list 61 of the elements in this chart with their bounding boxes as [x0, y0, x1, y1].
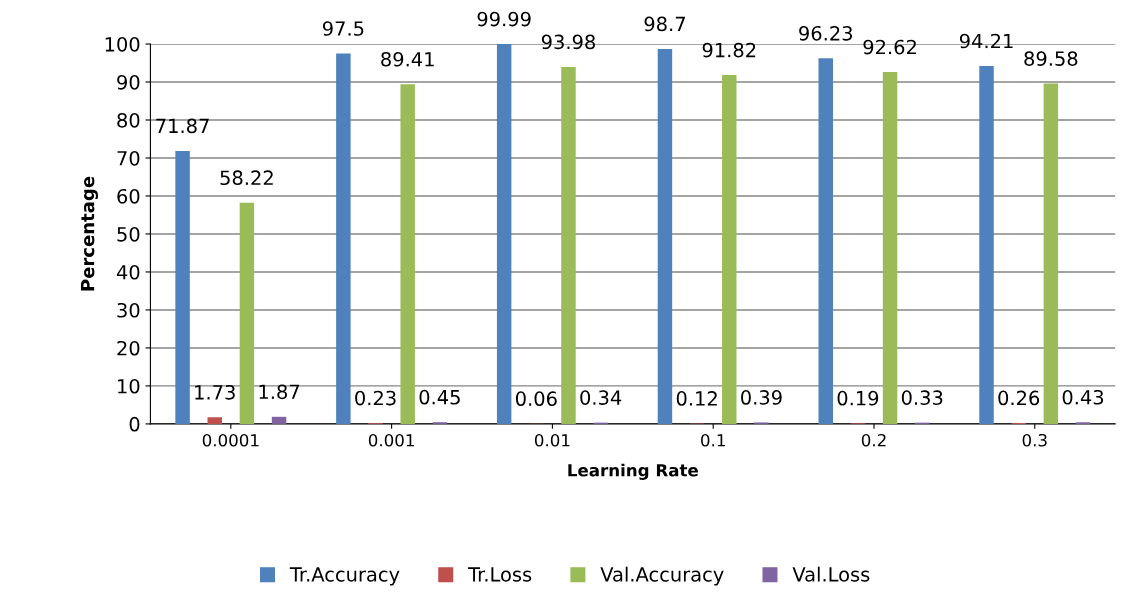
data-label: 91.82 [702, 42, 756, 58]
data-label: 0.19 [837, 390, 879, 406]
data-label: 0.45 [419, 389, 460, 405]
data-label: 0.26 [998, 390, 1040, 406]
x-axis-title: Learning Rate [568, 463, 698, 480]
data-label: 92.62 [863, 39, 916, 55]
data-label: 0.39 [741, 390, 782, 405]
y-tick-label: 0 [129, 416, 140, 432]
data-label: 58.22 [220, 170, 273, 186]
bar [818, 58, 833, 424]
data-label: 99.99 [477, 11, 531, 27]
bar [400, 84, 415, 424]
bar [207, 417, 222, 424]
data-label: 1.87 [259, 384, 300, 400]
data-label: 89.41 [381, 51, 434, 67]
bar [336, 53, 351, 424]
legend-label: Val.Accuracy [600, 566, 724, 586]
data-label: 94.21 [959, 33, 1013, 49]
y-tick-label: 70 [117, 150, 140, 166]
y-tick-label: 50 [117, 226, 140, 242]
y-tick-label: 20 [117, 340, 140, 356]
bar [496, 44, 512, 424]
data-label: 1.73 [195, 384, 235, 400]
legend-label: Val.Loss [792, 566, 870, 582]
bar [722, 75, 737, 424]
data-label: 0.23 [355, 390, 396, 406]
data-label: 0.33 [901, 390, 943, 405]
y-tick-label: 100 [105, 36, 140, 52]
data-label: 93.98 [541, 34, 595, 50]
y-tick-label: 30 [117, 302, 140, 318]
data-label: 0.12 [676, 391, 717, 406]
y-tick-label: 80 [117, 112, 140, 128]
y-tick-label: 10 [118, 378, 140, 394]
data-label: 71.87 [156, 118, 209, 134]
bar [882, 72, 898, 424]
bar [175, 150, 190, 424]
data-label: 89.58 [1024, 51, 1078, 66]
x-tick-label: 0.2 [861, 433, 886, 447]
x-tick-label: 0.0001 [202, 433, 259, 447]
y-tick-label: 60 [117, 188, 140, 204]
y-axis-title: Percentage [80, 176, 99, 291]
x-tick-label: 0.3 [1022, 433, 1047, 447]
x-tick-label: 0.01 [534, 433, 570, 447]
data-label: 0.43 [1062, 389, 1104, 405]
data-label: 98.7 [644, 16, 685, 32]
x-tick-label: 0.001 [368, 433, 414, 447]
bar [239, 202, 255, 424]
y-tick-label: 90 [117, 74, 140, 90]
legend-label: Tr.Accuracy [289, 567, 400, 586]
bar [979, 66, 994, 424]
legend-label: Tr.Loss [468, 567, 532, 582]
bar [1043, 83, 1059, 424]
bar [657, 48, 673, 424]
bar [561, 66, 576, 424]
x-tick-label: 0.1 [701, 433, 725, 447]
data-label: 0.06 [515, 391, 557, 407]
data-label: 97.5 [322, 21, 364, 36]
y-tick-label: 40 [116, 264, 140, 280]
data-label: 0.34 [580, 390, 622, 405]
data-label: 96.23 [799, 25, 853, 41]
bar [271, 416, 287, 424]
